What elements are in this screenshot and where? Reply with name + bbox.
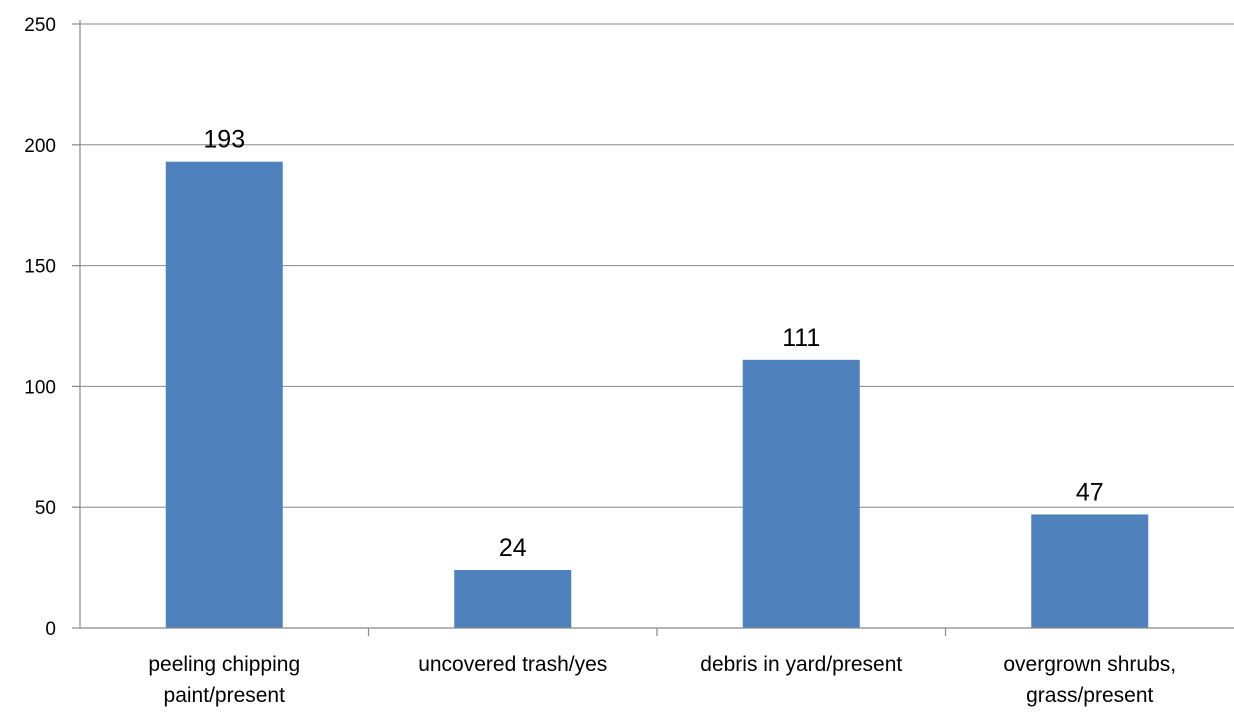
x-category-label: uncovered trash/yes [418, 653, 607, 676]
x-category-label: overgrown shrubs, [1003, 653, 1176, 676]
y-tick-label: 50 [35, 498, 56, 519]
x-category-label: debris in yard/present [700, 653, 902, 676]
y-tick-label: 100 [24, 377, 56, 398]
x-category-label: grass/present [1026, 684, 1153, 707]
x-category-label: peeling chipping [148, 653, 300, 676]
data-label: 47 [1076, 478, 1104, 506]
bar [165, 161, 283, 628]
axes [72, 20, 1234, 636]
bar [1031, 514, 1149, 628]
bar [742, 359, 860, 628]
y-tick-label: 250 [24, 15, 56, 36]
bar [454, 570, 572, 628]
labels: 0 50 100 150 200 250 193 peeling chipping paint/… [24, 15, 1176, 707]
y-tick-label: 0 [45, 619, 56, 640]
data-label: 111 [782, 324, 820, 352]
data-label: 193 [203, 126, 245, 154]
y-tick-label: 200 [24, 136, 56, 157]
bars [165, 161, 1149, 628]
x-category-label: paint/present [164, 684, 286, 707]
data-label: 24 [499, 534, 527, 562]
y-tick-label: 150 [24, 257, 56, 278]
